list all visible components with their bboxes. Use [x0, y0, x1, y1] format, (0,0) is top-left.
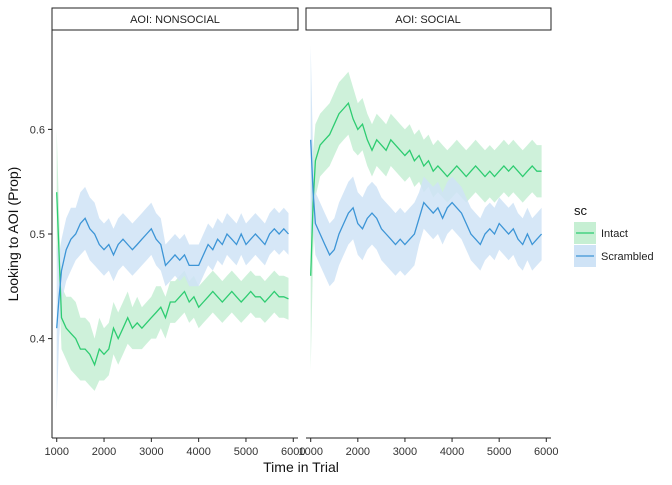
series-line-intact-social — [310, 101, 542, 276]
legend-title: sc — [574, 203, 588, 218]
x-tick-label: 6000 — [534, 446, 558, 458]
x-tick-label: 5000 — [487, 446, 511, 458]
legend-label-intact: Intact — [601, 228, 628, 240]
x-tick-label: 2000 — [92, 446, 116, 458]
ci-band-intact-social — [310, 71, 542, 371]
strip-nonsocial-label: AOI: NONSOCIAL — [130, 14, 220, 26]
x-tick-label: 6000 — [281, 446, 305, 458]
x-tick-label: 1000 — [298, 446, 322, 458]
ci-band-intact-nonsocial — [56, 129, 289, 391]
strip-social-box — [305, 7, 552, 31]
series-line-scrambled-social — [310, 139, 543, 257]
y-axis-title: Looking to AOI (Prop) — [5, 167, 21, 302]
legend-label-scrambled: Scrambled — [601, 251, 654, 263]
series-line-scrambled-nonsocial — [56, 217, 289, 329]
x-tick-label: 3000 — [139, 446, 163, 458]
y-tick-label: 0.4 — [30, 334, 45, 346]
strip-nonsocial-box — [51, 7, 299, 31]
ci-band-scrambled-social — [310, 45, 542, 287]
ci-band-scrambled-nonsocial — [56, 186, 289, 412]
x-axis-title: Time in Trial — [263, 459, 339, 475]
y-tick-label: 0.6 — [30, 124, 45, 136]
x-tick-label: 1000 — [44, 446, 68, 458]
x-tick-label: 4000 — [440, 446, 464, 458]
series-line-intact-nonsocial — [56, 192, 289, 367]
x-tick-label: 5000 — [234, 446, 258, 458]
strip-social-label: AOI: SOCIAL — [395, 14, 460, 26]
x-tick-label: 2000 — [346, 446, 370, 458]
x-tick-label: 4000 — [186, 446, 210, 458]
x-tick-label: 3000 — [393, 446, 417, 458]
legend: sc Intact Scrambled — [574, 203, 654, 267]
y-tick-label: 0.5 — [30, 229, 45, 241]
panel-nonsocial — [56, 129, 289, 412]
panel-social — [310, 45, 543, 371]
